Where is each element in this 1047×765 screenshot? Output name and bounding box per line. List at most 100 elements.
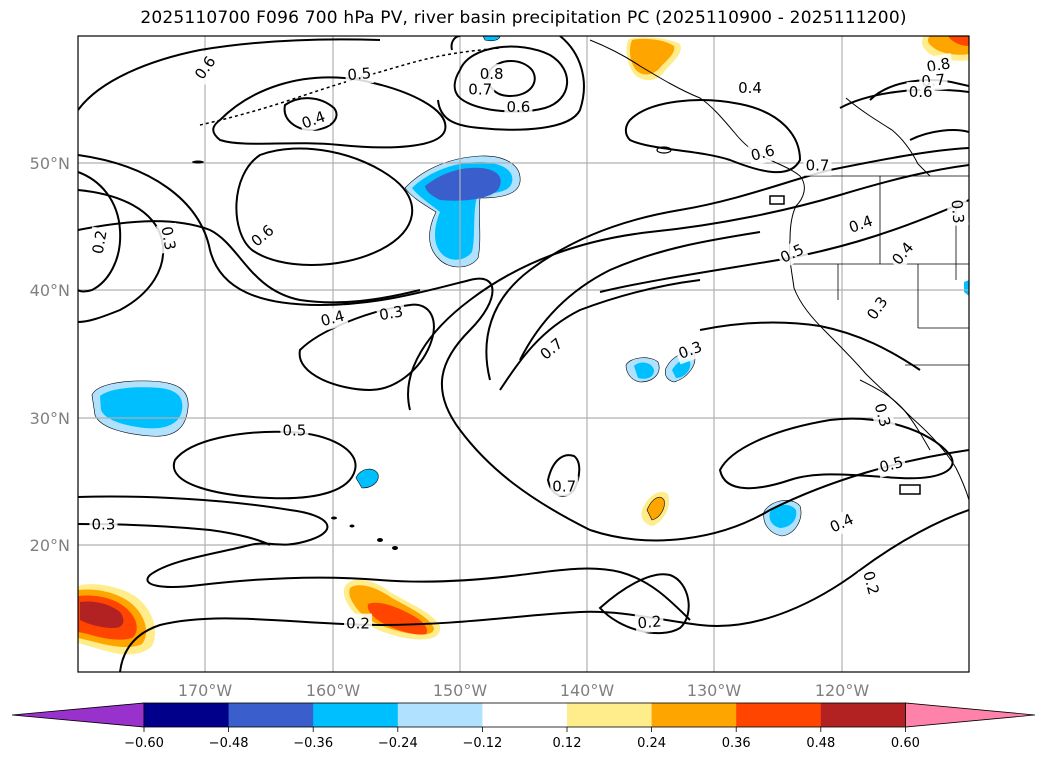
contour-label-bg [375, 301, 407, 326]
colorbar-swatch [820, 703, 906, 727]
contour-label: 0.5 [282, 421, 306, 439]
contour-0.6-west-loop [235, 147, 414, 266]
colorbar-tick-label: −0.12 [462, 736, 502, 751]
lon-label-170: 170°W [178, 681, 233, 700]
contour-label: 0.7 [806, 157, 830, 175]
contour-label: 0.3 [157, 225, 179, 252]
contour-label: 0.2 [637, 612, 662, 632]
map-border [77, 35, 970, 673]
contour-label-bg [736, 78, 765, 99]
contour-0.8-ne [869, 79, 969, 101]
contour-label: 0.2 [89, 229, 111, 256]
small-islands [192, 146, 921, 550]
contour-0.7-loop [453, 45, 568, 113]
lat-label-40: 40°N [30, 281, 70, 300]
contour-0.5-aleutian [212, 76, 447, 149]
colorbar-swatch [736, 703, 822, 727]
lon-label-150: 150°W [433, 681, 488, 700]
lon-labels: 170°W 160°W 150°W 140°W 130°W 120°W [178, 681, 870, 700]
colorbar-tick-label: −0.60 [124, 736, 164, 751]
pos-region-mid-core [646, 497, 665, 521]
neg-region-north-core [425, 167, 501, 201]
contour-0.3-east [699, 321, 921, 371]
contour-label-bg [861, 291, 894, 326]
contour-label: 0.3 [92, 515, 116, 533]
neg-region-edge [964, 280, 969, 296]
colorbar-tick-label: 0.24 [637, 736, 666, 751]
contour-0.5-south-loop [172, 430, 357, 500]
contour-0.6-jet [485, 147, 969, 381]
contour-label: 0.6 [749, 141, 777, 165]
lon-label-120: 120°W [815, 681, 870, 700]
contour-label-bg [673, 335, 707, 365]
map-title: 2025110700 F096 700 hPa PV, river basin … [140, 8, 907, 28]
island [349, 524, 355, 528]
colorbar-tick-label: −0.36 [293, 736, 333, 751]
colorbar-extend-low [11, 702, 145, 728]
island [377, 538, 383, 542]
contour-label-bg [869, 398, 896, 432]
colorbar-extend-high [905, 702, 1036, 728]
contour-label-bg [746, 139, 779, 167]
contour-label-bg [245, 219, 280, 253]
lon-label-140: 140°W [560, 681, 615, 700]
north-america-coast [589, 39, 969, 501]
contour-label-bg [344, 613, 373, 634]
contour-labels: 0.6 0.50.40.80.70.60.40.80.70.60.60.70.2 0… [87, 50, 969, 634]
colorbar-swatch [651, 703, 737, 727]
contour-label: 0.2 [859, 569, 883, 597]
contour-label-bg [156, 222, 181, 254]
contour-0.6-top [78, 38, 381, 111]
contour-label-bg [504, 97, 533, 118]
colorbar-tick-label: 0.48 [806, 736, 835, 751]
pos-region-s-high [367, 602, 428, 635]
contour-label-bg [189, 50, 222, 86]
contour-label-bg [316, 305, 349, 332]
contour-0.7-ne [839, 88, 969, 109]
contour-label-bg [550, 476, 579, 497]
contour-label-bg [534, 332, 569, 366]
contour-label-bg [824, 508, 859, 539]
contour-label-bg [477, 64, 506, 85]
contour-0.7-jet [519, 231, 761, 361]
baja-coast [859, 379, 931, 451]
contour-label-bg [87, 226, 112, 258]
neg-region-east1-mid [634, 362, 654, 379]
colorbar-swatch [228, 703, 314, 727]
colorbar-tick-label: 0.60 [891, 736, 920, 751]
lat-label-50: 50°N [30, 154, 70, 173]
lat-label-30: 30°N [30, 409, 70, 428]
colorbar-swatch [397, 703, 483, 727]
contour-label: 0.5 [878, 453, 906, 477]
contour-label-bg [344, 62, 375, 86]
colorbar-tick-label: 0.36 [722, 736, 751, 751]
contour-label: 0.3 [871, 401, 895, 429]
lon-label-130: 130°W [687, 681, 742, 700]
colorbar-swatch [567, 703, 653, 727]
contour-label-bg [857, 566, 885, 600]
colorbar: −0.60 −0.48 −0.36 −0.24 −0.12 0.12 0.24 0.36 0.4… [11, 702, 1036, 751]
contour-label: 0.2 [346, 615, 370, 633]
colorbar-swatch [313, 703, 399, 727]
island [331, 516, 337, 520]
contour-0.5-east-loop [718, 417, 954, 490]
contour-label: 0.7 [552, 477, 576, 495]
contour-0.4-ne [624, 99, 802, 174]
contour-label: 0.6 [506, 98, 530, 116]
contour-0.2-south [119, 509, 969, 672]
contour-0.2-west [78, 171, 122, 293]
contour-label-bg [280, 420, 309, 441]
contour-0.4-aleutian [283, 97, 338, 132]
colorbar-swatch [144, 703, 230, 727]
colorbar-tick-label: −0.24 [378, 736, 418, 751]
contour-label-bg [775, 238, 809, 269]
contour-label: 0.8 [480, 65, 504, 83]
contour-0.4-main [78, 154, 969, 542]
pos-region-alaska-mid [629, 38, 675, 75]
contour-label-bg [89, 514, 118, 535]
colorbar-frame [143, 702, 906, 728]
lat-label-20: 20°N [30, 536, 70, 555]
pv-contours [78, 36, 969, 672]
contour-label-bg [875, 451, 908, 478]
colorbar-tick-label: 0.12 [553, 736, 582, 751]
